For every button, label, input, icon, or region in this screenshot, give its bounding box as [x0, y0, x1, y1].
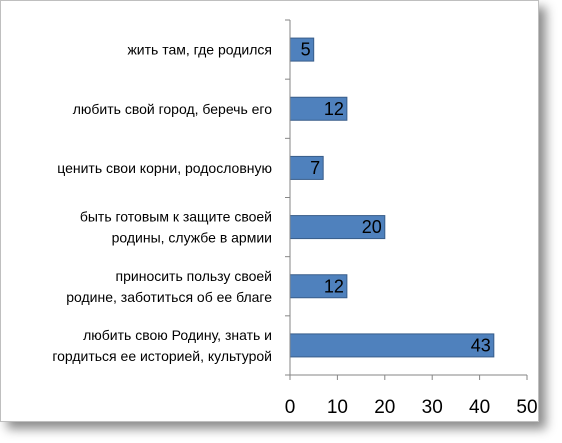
data-label: 20 [362, 217, 382, 237]
axes: 0 10 20 30 40 50 [285, 19, 538, 418]
category-label: ценить свои корни, родословную [57, 160, 272, 176]
category-label: любить свой город, беречь его [73, 101, 272, 117]
x-tick-label: 30 [422, 397, 443, 418]
category-label: быть готовым к защите своей [80, 209, 272, 225]
category-labels: жить там, где родился любить свой город, … [52, 42, 272, 364]
x-tick-label: 0 [285, 397, 296, 418]
data-label: 43 [471, 335, 491, 355]
category-label: родины, службе в армии [112, 230, 272, 246]
category-label: гордиться ее историей, культурой [52, 348, 272, 364]
bar [289, 333, 495, 358]
x-tick-label: 10 [327, 397, 348, 418]
category-label: любить свою Родину, знать и [83, 327, 272, 343]
data-label: 12 [324, 99, 344, 119]
x-tick-label: 40 [469, 397, 490, 418]
data-label: 12 [324, 276, 344, 296]
x-tick-label: 20 [374, 397, 395, 418]
data-label: 7 [310, 158, 320, 178]
data-label: 5 [301, 40, 311, 60]
category-label: приносить пользу своей [116, 268, 272, 284]
bars-layer: 5 12 7 20 12 43 [289, 37, 495, 358]
category-label: родине, заботиться об ее благе [66, 289, 272, 305]
x-tick-label: 50 [516, 397, 537, 418]
category-label: жить там, где родился [127, 42, 272, 58]
